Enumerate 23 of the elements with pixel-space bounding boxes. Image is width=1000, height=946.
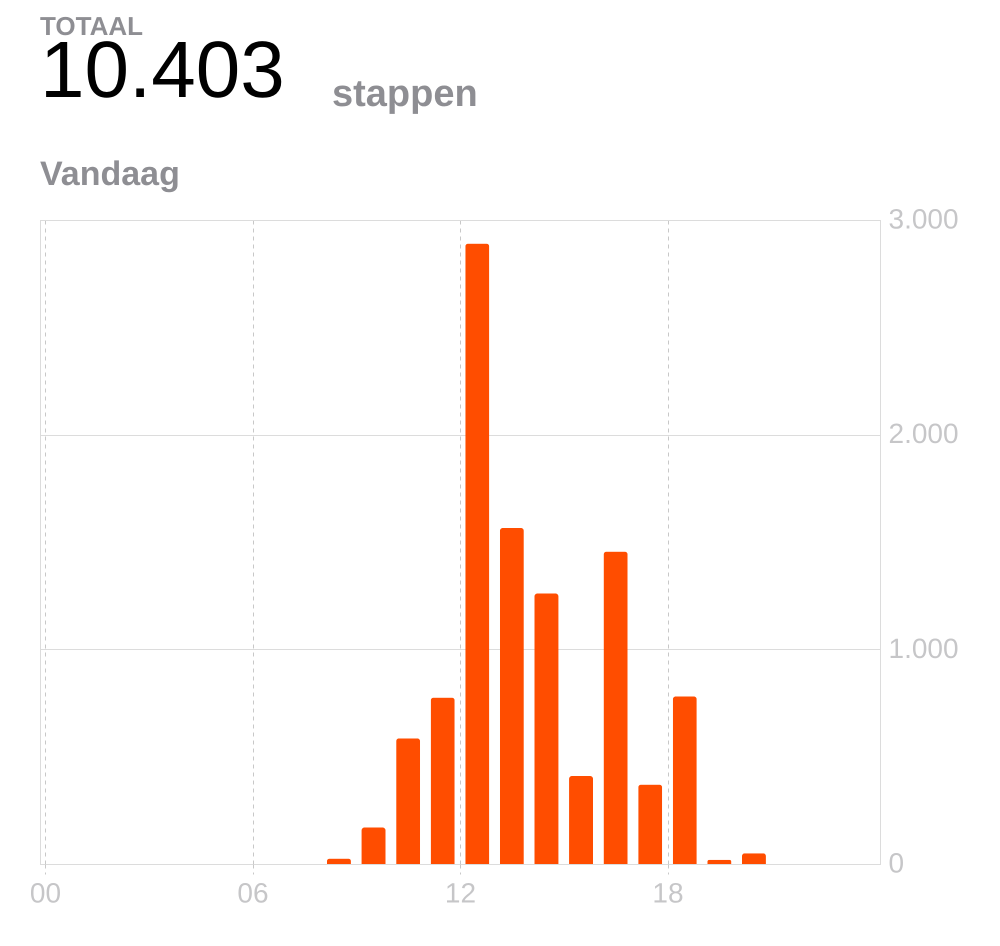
y-tick-label: 2.000 [888, 418, 959, 450]
bar [707, 860, 732, 864]
bar [742, 853, 766, 864]
text: stappen [332, 73, 478, 115]
bar [500, 528, 524, 864]
y-tick-label: 1.000 [888, 632, 959, 664]
bar [534, 594, 558, 864]
x-tick-label: 12 [444, 878, 476, 908]
bar [396, 738, 420, 864]
bar [672, 696, 697, 864]
y-tick-label: 0 [888, 848, 904, 878]
bar [604, 552, 628, 864]
bar [638, 784, 662, 864]
chart-subtitle: Vandaag [40, 155, 180, 193]
bar [569, 776, 594, 864]
bar [430, 698, 455, 864]
bar [465, 244, 490, 864]
x-tick-label: 18 [652, 878, 684, 908]
bar [362, 828, 386, 864]
y-tick-label: 3.000 [888, 204, 959, 234]
x-tick-label: 00 [30, 878, 62, 908]
x-tick-label: 06 [237, 878, 269, 908]
text: TOTAAL [40, 11, 144, 41]
